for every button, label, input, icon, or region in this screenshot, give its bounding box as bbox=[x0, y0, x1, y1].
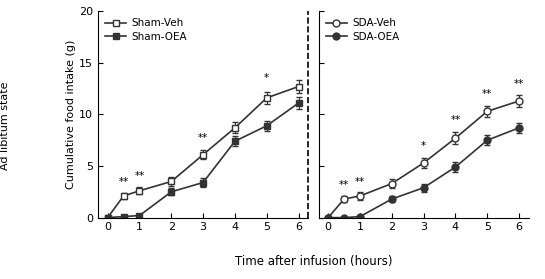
Legend: Sham-Veh, Sham-OEA: Sham-Veh, Sham-OEA bbox=[101, 14, 191, 46]
Y-axis label: Cumulative food intake (g): Cumulative food intake (g) bbox=[66, 40, 76, 189]
Text: **: ** bbox=[355, 177, 365, 187]
Text: **: ** bbox=[339, 180, 349, 190]
Text: **: ** bbox=[450, 115, 461, 125]
Text: Time after infusion (hours): Time after infusion (hours) bbox=[235, 255, 392, 268]
Text: **: ** bbox=[135, 172, 144, 182]
Text: Ad libitum state: Ad libitum state bbox=[1, 81, 10, 170]
Text: *: * bbox=[264, 73, 269, 83]
Legend: SDA-Veh, SDA-OEA: SDA-Veh, SDA-OEA bbox=[322, 14, 403, 46]
Text: **: ** bbox=[198, 133, 208, 143]
Text: **: ** bbox=[482, 89, 492, 99]
Text: *: * bbox=[421, 141, 426, 151]
Text: **: ** bbox=[118, 177, 129, 187]
Text: **: ** bbox=[514, 79, 524, 89]
